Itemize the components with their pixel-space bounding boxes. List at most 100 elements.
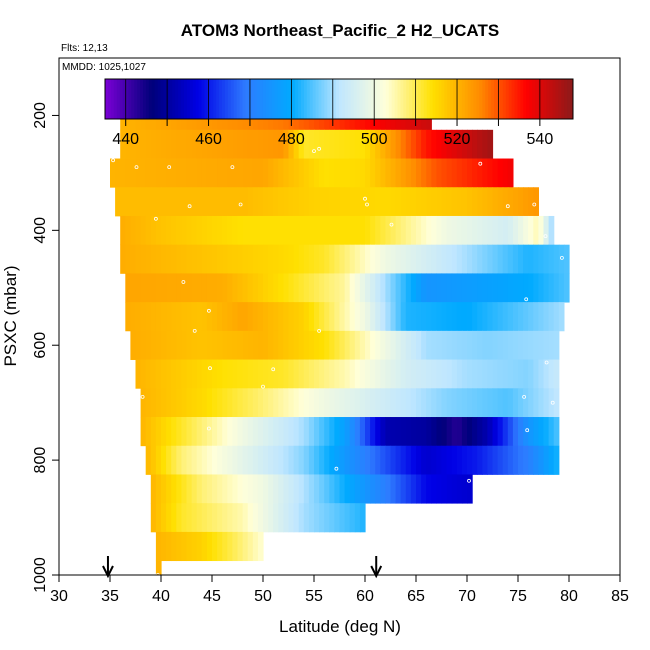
sample-point <box>505 204 510 209</box>
heatmap-cell <box>293 273 300 303</box>
heatmap-cell <box>467 158 473 188</box>
heatmap-cell <box>533 359 539 389</box>
heatmap-cell <box>400 302 407 332</box>
heatmap-cell <box>385 445 392 475</box>
heatmap-cell <box>436 445 443 475</box>
heatmap-cell <box>538 445 545 475</box>
colorbar-swatch <box>181 79 185 119</box>
sample-point <box>524 297 529 302</box>
plot-frame <box>58 57 621 576</box>
heatmap-cell <box>201 388 208 418</box>
heatmap-cell <box>222 445 228 475</box>
heatmap-cell <box>155 388 162 418</box>
heatmap-cell <box>523 302 529 332</box>
heatmap-cell <box>308 244 315 274</box>
heatmap-cell <box>528 187 534 217</box>
colorbar-swatch <box>222 79 226 119</box>
colorbar-swatch <box>116 79 121 119</box>
x-tick-label: 65 <box>407 588 425 605</box>
heatmap-cell <box>482 445 488 475</box>
heatmap-cell <box>298 129 305 159</box>
heatmap-cell <box>268 388 274 418</box>
heatmap-cell <box>400 273 407 303</box>
heatmap-cell <box>257 187 264 217</box>
heatmap-cell <box>502 273 509 303</box>
heatmap-cell <box>385 474 392 504</box>
heatmap-cell <box>222 359 228 389</box>
heatmap-cell <box>563 273 570 303</box>
heatmap-cell <box>171 503 177 533</box>
heatmap-cell <box>191 388 198 418</box>
heatmap-cell <box>359 187 366 217</box>
colorbar-border <box>104 78 574 120</box>
heatmap-cell <box>329 417 335 447</box>
heatmap-cell <box>497 388 504 418</box>
heatmap-cell <box>410 244 417 274</box>
heatmap-cell <box>308 215 315 246</box>
heatmap-cell <box>329 244 335 274</box>
heatmap-cell <box>273 474 279 504</box>
heatmap-cell <box>303 503 310 533</box>
heatmap-cell <box>145 244 152 274</box>
heatmap-cell <box>467 302 473 332</box>
heatmap-cell <box>217 215 223 246</box>
heatmap-cell <box>405 417 412 447</box>
heatmap-cell <box>242 417 249 447</box>
heatmap-cell <box>446 215 453 246</box>
heatmap-cell <box>222 273 228 303</box>
heatmap-cell <box>344 302 351 332</box>
heatmap-cell <box>329 445 335 475</box>
heatmap-cell <box>436 158 443 188</box>
sample-point <box>230 165 235 170</box>
heatmap-cell <box>487 187 494 217</box>
heatmap-cell <box>278 503 284 533</box>
heatmap-cell <box>477 417 483 447</box>
colorbar-swatch <box>137 79 141 119</box>
heatmap-cell <box>380 129 386 159</box>
heatmap-cell <box>365 273 371 303</box>
heatmap-cell <box>217 187 223 217</box>
heatmap-cell <box>375 417 381 447</box>
sample-point <box>525 428 530 433</box>
colorbar-swatch <box>403 79 407 119</box>
heatmap-cell <box>155 129 162 159</box>
heatmap-cell <box>166 445 172 475</box>
heatmap-cell <box>263 129 269 159</box>
heatmap-cell <box>487 388 494 418</box>
heatmap-cell <box>359 359 366 389</box>
heatmap-cell <box>467 330 473 360</box>
heatmap-cell <box>308 330 315 360</box>
heatmap-cell <box>370 187 376 217</box>
heatmap-cell <box>155 215 162 246</box>
heatmap-cell <box>176 388 182 418</box>
colorbar-swatch <box>125 79 129 119</box>
colorbar-swatch <box>300 79 305 119</box>
heatmap-cell <box>140 215 147 246</box>
heatmap-cell <box>339 503 346 533</box>
heatmap-cell <box>334 244 341 274</box>
heatmap-cell <box>512 244 519 274</box>
heatmap-cell <box>533 302 539 332</box>
heatmap-cell <box>166 244 172 274</box>
heatmap-cell <box>319 187 325 217</box>
x-tick-label: 55 <box>305 588 323 605</box>
colorbar-swatch <box>467 79 472 119</box>
heatmap-cell <box>329 187 335 217</box>
heatmap-cell <box>257 531 264 562</box>
heatmap-cell <box>161 244 167 274</box>
heatmap-cell <box>461 417 468 447</box>
heatmap-cell <box>278 445 284 475</box>
heatmap-cell <box>324 244 330 274</box>
heatmap-cell <box>161 273 167 303</box>
colorbar-swatch <box>189 79 194 119</box>
heatmap-cell <box>421 158 427 188</box>
heatmap-cell <box>451 359 458 389</box>
heatmap-cell <box>298 359 305 389</box>
heatmap-cell <box>416 417 422 447</box>
heatmap-cell <box>140 330 147 360</box>
heatmap-cell <box>293 129 300 159</box>
heatmap-cell <box>410 187 417 217</box>
colorbar-swatch <box>333 79 337 119</box>
sample-point <box>187 204 192 209</box>
colorbar-swatch <box>382 79 387 119</box>
